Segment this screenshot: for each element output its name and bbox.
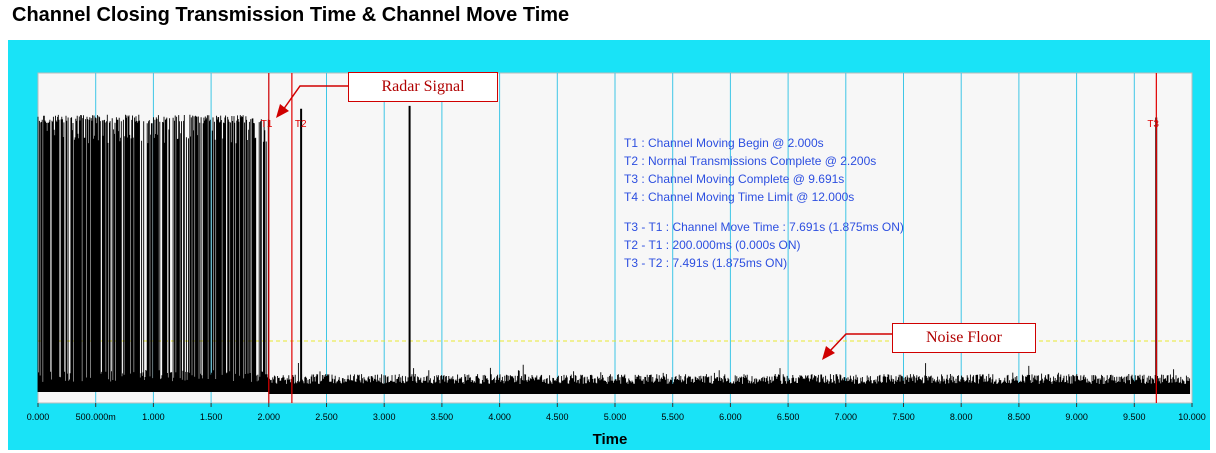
annotation-line: T2 - T1 : 200.000ms (0.000s ON) <box>624 238 801 252</box>
annotation-line: T3 - T2 : 7.491s (1.875ms ON) <box>624 256 788 270</box>
radar-signal-callout: Radar Signal <box>348 72 498 102</box>
burst-transmissions <box>37 114 269 392</box>
x-tick-label: 10.000 <box>1178 412 1206 422</box>
noise-arrow-line <box>828 333 892 353</box>
x-axis-ticks: 0.000 500.000m 1.000 1.500 2.000 2.500 3.000 3.… <box>27 403 1206 422</box>
x-tick-label: 0.000 <box>27 412 50 422</box>
x-tick-label: 3.500 <box>431 412 454 422</box>
x-tick-label: 2.000 <box>258 412 281 422</box>
x-tick-label: 7.500 <box>892 412 915 422</box>
x-tick-label: 9.500 <box>1123 412 1146 422</box>
x-tick-label: 1.000 <box>142 412 165 422</box>
x-tick-label: 4.500 <box>546 412 569 422</box>
annotation-line: T1 : Channel Moving Begin @ 2.000s <box>624 136 824 150</box>
radar-arrow-line <box>282 85 348 111</box>
annotation-block: T1 : Channel Moving Begin @ 2.000s T2 : … <box>624 136 904 274</box>
callout-arrows <box>276 85 892 360</box>
annotation-line: T2 : Normal Transmissions Complete @ 2.2… <box>624 154 877 168</box>
noise-floor-callout: Noise Floor <box>892 323 1036 353</box>
annotation-line: T3 : Channel Moving Complete @ 9.691s <box>624 172 845 186</box>
marker-label: T2 <box>295 119 307 130</box>
x-tick-label: 7.000 <box>835 412 858 422</box>
time-markers: T1 T2 T3 <box>261 73 1159 403</box>
x-tick-label: 8.000 <box>950 412 973 422</box>
noise-arrow-head <box>822 346 835 360</box>
chart-title: Channel Closing Transmission Time & Chan… <box>12 4 570 26</box>
annotation-line <box>624 208 904 220</box>
x-axis-label: Time <box>592 431 628 448</box>
x-tick-label: 6.000 <box>719 412 742 422</box>
x-tick-label: 4.000 <box>488 412 511 422</box>
annotation-line: T4 : Channel Moving Time Limit @ 12.000s <box>624 190 855 204</box>
x-tick-label: 6.500 <box>777 412 800 422</box>
x-tick-label: 500.000m <box>76 412 116 422</box>
x-tick-label: 3.000 <box>373 412 396 422</box>
x-tick-label: 5.000 <box>604 412 627 422</box>
marker-label: T3 <box>1147 119 1159 130</box>
x-tick-label: 1.500 <box>200 412 223 422</box>
x-tick-label: 8.500 <box>1008 412 1031 422</box>
x-tick-label: 9.000 <box>1065 412 1088 422</box>
x-tick-label: 2.500 <box>315 412 338 422</box>
radar-arrow-head <box>276 104 289 118</box>
marker-label: T1 <box>261 119 273 130</box>
annotation-line: T3 - T1 : Channel Move Time : 7.691s (1.… <box>624 220 904 234</box>
x-tick-label: 5.500 <box>661 412 684 422</box>
